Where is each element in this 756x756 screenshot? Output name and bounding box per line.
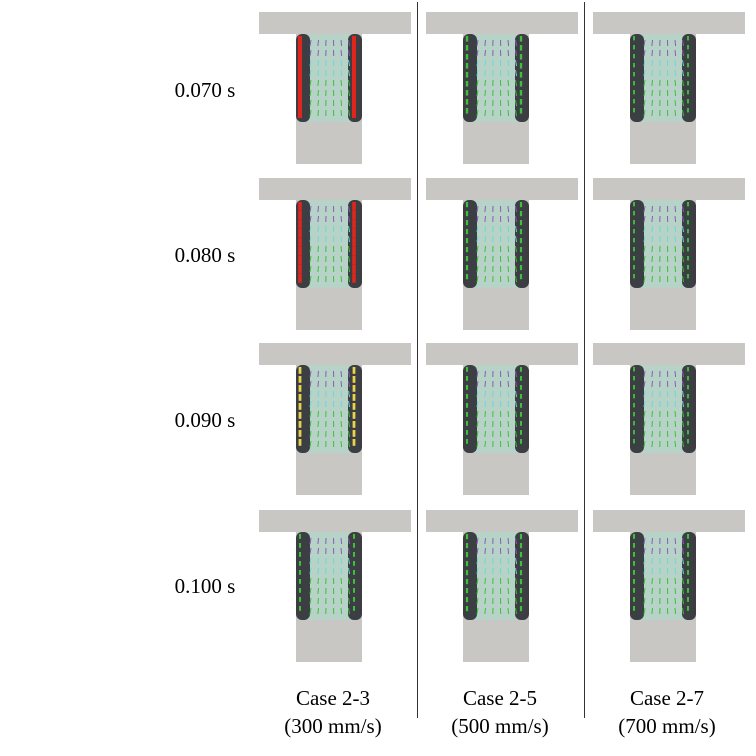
flow-field-image (426, 510, 578, 662)
time-label-0100: 0.100 s (174, 574, 236, 598)
flow-field-image (426, 178, 578, 330)
flow-field-image (259, 510, 411, 662)
case-label-2-5: Case 2-5 (500 mm/s) (425, 684, 575, 740)
simulation-panel (593, 343, 745, 495)
simulation-panel (259, 343, 411, 495)
flow-field-image (259, 12, 411, 164)
case-label-2-7: Case 2-7 (700 mm/s) (592, 684, 742, 740)
case-name: Case 2-3 (295, 686, 371, 710)
simulation-panel (426, 12, 578, 164)
time-label-0090: 0.090 s (174, 408, 236, 432)
case-speed: (500 mm/s) (451, 714, 549, 738)
simulation-panel (426, 343, 578, 495)
flow-field-image (593, 510, 745, 662)
column-divider (584, 2, 585, 718)
time-label-0080: 0.080 s (174, 243, 236, 267)
flow-field-image (593, 178, 745, 330)
flow-field-image (593, 12, 745, 164)
simulation-panel (593, 510, 745, 662)
simulation-panel (426, 510, 578, 662)
simulation-panel (259, 178, 411, 330)
simulation-panel (259, 12, 411, 164)
case-name: Case 2-5 (462, 686, 538, 710)
case-speed: (300 mm/s) (284, 714, 382, 738)
simulation-panel (593, 12, 745, 164)
flow-field-image (426, 12, 578, 164)
column-divider (417, 2, 418, 718)
time-label-0070: 0.070 s (174, 78, 236, 102)
simulation-panel (259, 510, 411, 662)
flow-field-image (259, 343, 411, 495)
case-name: Case 2-7 (629, 686, 705, 710)
flow-field-image (259, 178, 411, 330)
case-label-2-3: Case 2-3 (300 mm/s) (258, 684, 408, 740)
simulation-panel (426, 178, 578, 330)
simulation-panel (593, 178, 745, 330)
case-speed: (700 mm/s) (618, 714, 716, 738)
flow-field-image (593, 343, 745, 495)
flow-field-image (426, 343, 578, 495)
